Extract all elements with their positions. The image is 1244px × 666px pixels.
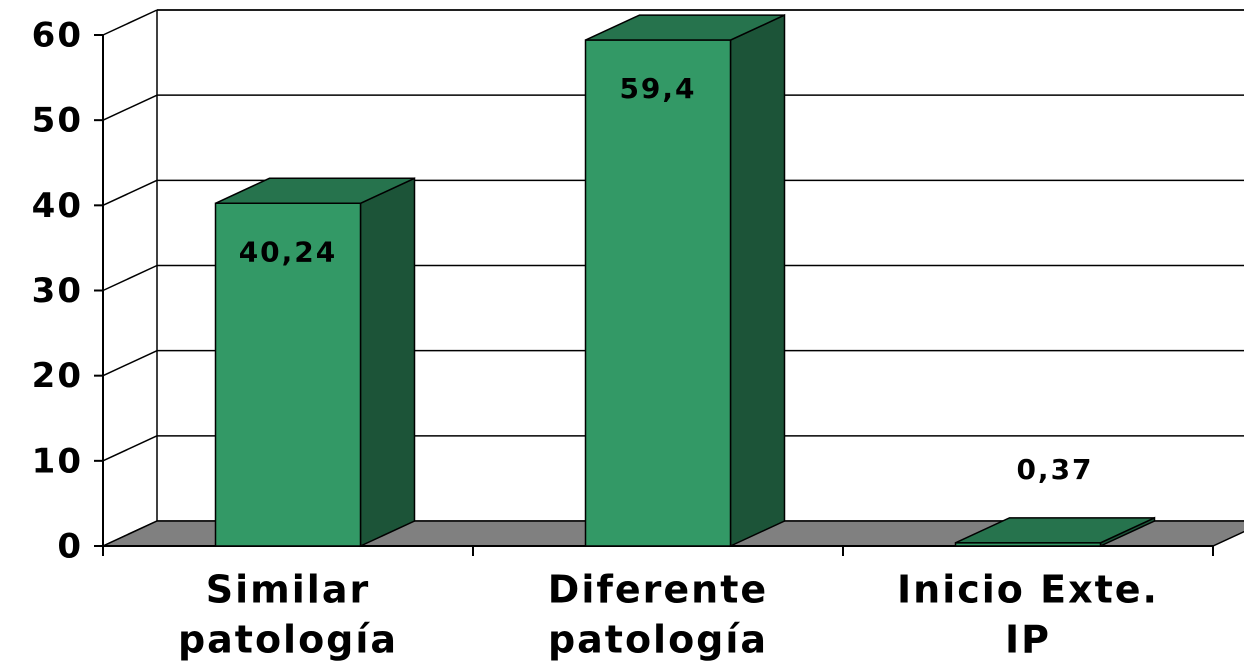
x-tick-label: patología: [178, 618, 398, 662]
y-tick-label: 60: [32, 16, 83, 56]
x-tick-label: IP: [1005, 618, 1051, 662]
bar: [214, 177, 416, 548]
y-tick-label: 10: [32, 441, 83, 481]
grid-line: [102, 9, 158, 36]
bar-front: [214, 202, 362, 547]
grid-line: [102, 349, 158, 377]
x-tick-label: Similar: [206, 568, 370, 612]
x-tick-label: Diferente: [548, 568, 768, 612]
y-tick-label: 30: [32, 271, 83, 311]
y-tick-label: 0: [57, 527, 83, 567]
bar: [954, 516, 1156, 548]
y-tick-label: 40: [32, 186, 83, 226]
value-label: 59,4: [619, 72, 696, 105]
grid-line: [102, 94, 158, 121]
bar-side: [359, 177, 416, 548]
grid-line: [102, 179, 158, 207]
grid-line: [102, 435, 158, 462]
x-tick-label: Inicio Exte.: [897, 568, 1159, 612]
x-tick-label: patología: [548, 618, 768, 662]
value-label: 0,37: [1016, 453, 1093, 486]
value-label: 40,24: [239, 235, 338, 268]
bar-side: [729, 13, 786, 548]
y-tick-label: 50: [32, 101, 83, 141]
bar: [584, 13, 786, 548]
bar-front: [584, 39, 732, 547]
bar-front: [954, 542, 1102, 547]
y-tick-label: 20: [32, 356, 83, 396]
grid-line: [102, 264, 158, 292]
